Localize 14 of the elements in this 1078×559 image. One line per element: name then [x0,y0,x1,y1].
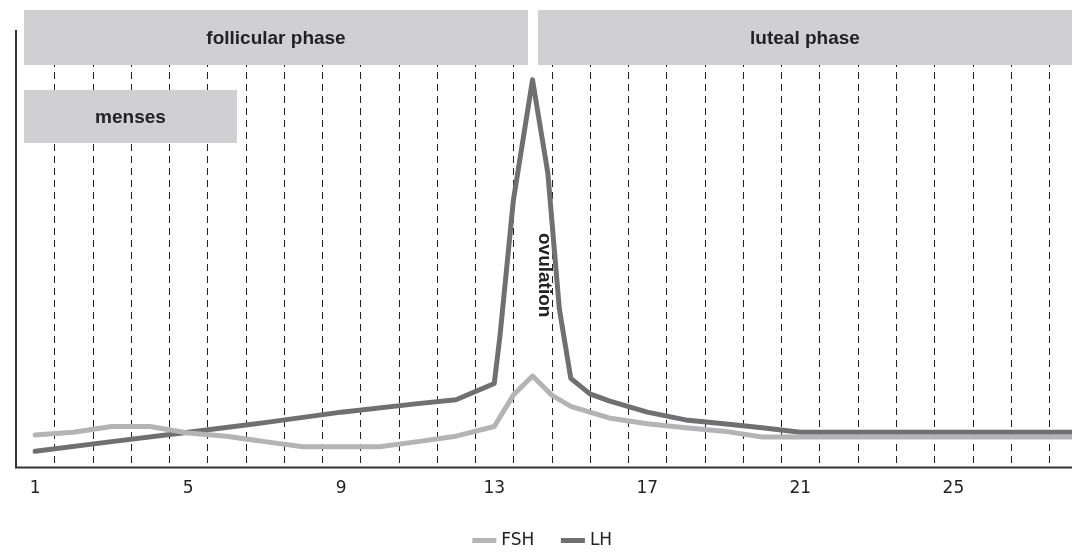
legend-label: FSH [501,528,535,549]
annotation: menses [95,105,166,128]
x-tick-label: 5 [182,477,194,498]
x-tick-label: 9 [335,477,347,498]
x-tick-label: 25 [942,477,965,498]
x-tick-label: 17 [636,477,659,498]
legend-label: LH [589,528,613,549]
label-box: luteal phase [538,10,1072,65]
annotation: ovulation [534,232,556,318]
x-tick-label: 13 [483,477,506,498]
x-tick-label: 1 [29,477,41,498]
label-box: menses [24,90,237,143]
x-tick-label: 21 [789,477,812,498]
label-box: follicular phase [24,10,528,65]
